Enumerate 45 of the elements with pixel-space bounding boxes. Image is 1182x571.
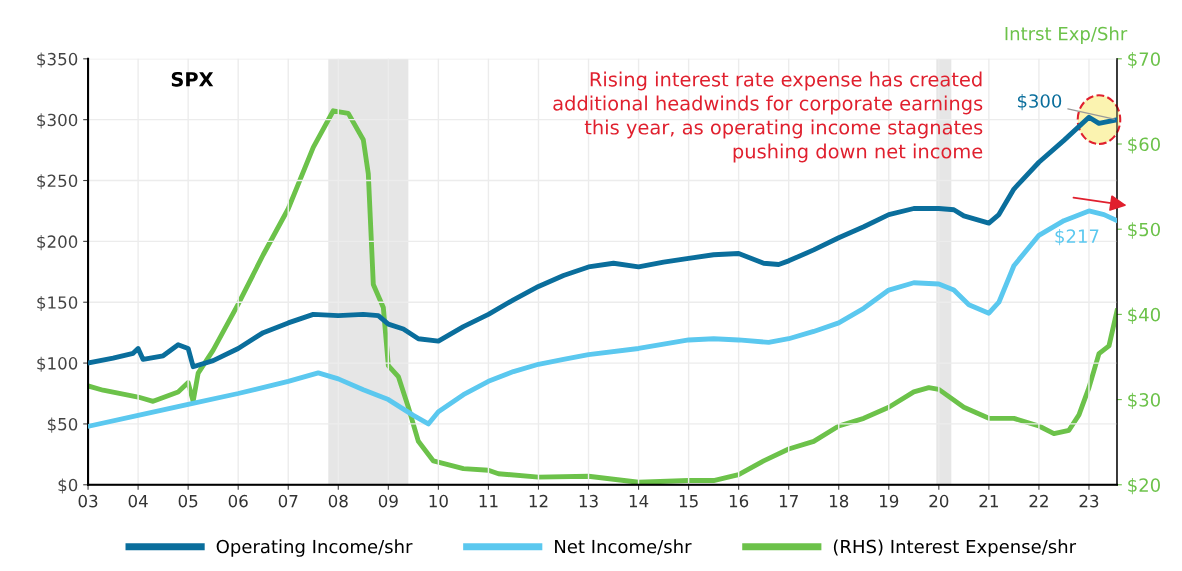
x-tick-label: 05	[178, 494, 198, 508]
x-tick-label: 15	[679, 495, 698, 508]
x-tick-label: 17	[779, 495, 798, 508]
x-tick-label: 13	[579, 494, 598, 508]
y2-tick-label: $40	[1128, 307, 1160, 324]
x-tick-label: 20	[929, 494, 949, 508]
y2-axis-title: Intrst Exp/Shr	[1005, 26, 1128, 44]
x-tick-label: 10	[429, 494, 448, 508]
x-tick-label: 18	[829, 494, 849, 508]
y-tick-label: $100	[37, 356, 78, 372]
y2-tick-label: $30	[1128, 392, 1160, 410]
x-tick-label: 23	[1079, 494, 1099, 508]
annotation: $300	[1017, 93, 1062, 111]
x-tick-label: 16	[729, 494, 749, 508]
x-tick-label: 07	[278, 494, 298, 508]
annotation: $217	[1055, 228, 1099, 246]
x-tick-label: 03	[78, 494, 98, 508]
x-tick-label: 06	[228, 494, 248, 508]
x-tick-label: 09	[378, 494, 398, 508]
x-tick-label: 12	[529, 494, 548, 508]
y2-tick-label: $70	[1128, 51, 1160, 69]
text: SPX	[171, 71, 214, 87]
x-tick-label: 11	[479, 495, 498, 508]
y-tick-label: $0	[58, 478, 78, 494]
y-tick-label: $350	[37, 52, 78, 68]
x-tick-label: 19	[880, 494, 899, 508]
x-tick-label: 21	[979, 494, 998, 508]
line-series	[88, 114, 1117, 370]
y-tick-label: $300	[37, 113, 78, 129]
x-tick-label: 08	[328, 494, 348, 508]
x-tick-label: 22	[1029, 494, 1048, 508]
legend-label: Operating Income/shr	[216, 539, 413, 557]
legend-label: Net Income/shr	[555, 539, 692, 555]
y-tick-label: $200	[37, 235, 78, 251]
y2-tick-label: $50	[1128, 222, 1160, 239]
line-series	[88, 208, 1117, 429]
y2-tick-label: $60	[1128, 137, 1160, 154]
annotation: Rising interest rate expense has created additional headwinds for corporate earnings this year, as operating income stagnates pushing down net income	[553, 71, 983, 163]
x-tick-label: 04	[128, 494, 148, 508]
y-tick-label: $150	[37, 295, 78, 311]
y-tick-label: $250	[37, 174, 78, 190]
legend-label: (RHS) Interest Expense/shr	[833, 539, 1077, 557]
x-tick-label: 14	[629, 495, 649, 508]
y-tick-label: $50	[47, 417, 78, 433]
y2-tick-label: $20	[1128, 477, 1160, 495]
